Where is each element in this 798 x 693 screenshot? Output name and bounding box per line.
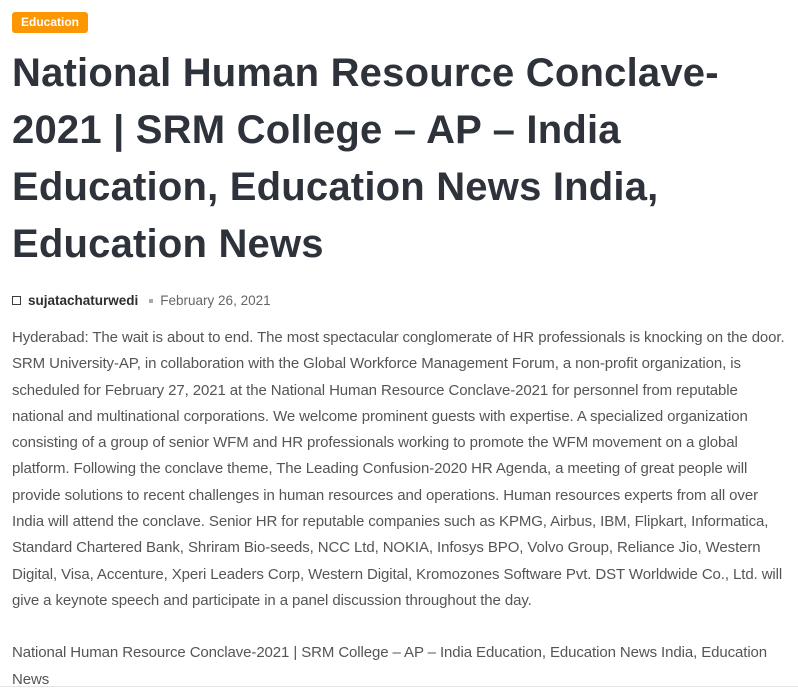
article-meta: sujatachaturwedi February 26, 2021 xyxy=(12,293,788,308)
article-body: Hyderabad: The wait is about to end. The… xyxy=(12,329,785,609)
author-icon xyxy=(12,295,21,305)
article-title-line: Education News xyxy=(12,222,324,266)
article-title-line: 2021 | SRM College – AP – India xyxy=(12,108,621,152)
article-title-line: National Human Resource Conclave- xyxy=(12,51,719,95)
article-footer-title: National Human Resource Conclave-2021 | … xyxy=(12,644,768,688)
publish-date: February 26, 2021 xyxy=(160,293,271,308)
article-title-line: Education, Education News India, xyxy=(12,165,659,209)
article-title: National Human Resource Conclave- 2021 |… xyxy=(12,45,788,273)
category-badge-education[interactable]: Education xyxy=(12,12,89,33)
author-link[interactable]: sujatachaturwedi xyxy=(28,293,139,308)
meta-separator-dot-icon xyxy=(149,299,154,303)
